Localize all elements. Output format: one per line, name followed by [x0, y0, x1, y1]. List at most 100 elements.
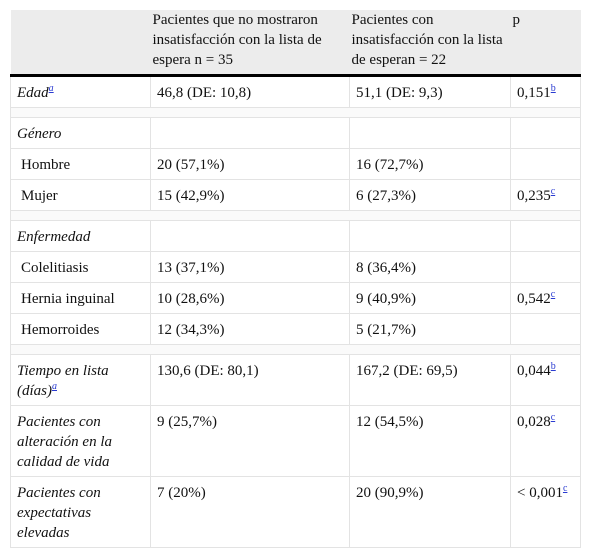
- cell-text: 20 (90,9%): [356, 485, 424, 501]
- cell-text: 16 (72,7%): [356, 157, 424, 173]
- table-cell: Hernia inguinal: [10, 282, 151, 314]
- footnote-mark: b: [551, 83, 556, 94]
- cell-text: 51,1 (DE: 9,3): [356, 85, 443, 101]
- cell-text: Edad: [17, 85, 49, 101]
- table-cell: 0,028c: [510, 405, 581, 477]
- table-cell: [150, 117, 350, 149]
- table-cell: 5 (21,7%): [349, 313, 511, 345]
- table-cell: 0,044b: [510, 354, 581, 406]
- data-row: Mujer 15 (42,9%) 6 (27,3%) 0,235c: [10, 179, 581, 211]
- footnote-mark: c: [563, 483, 567, 494]
- spacer-row: [10, 344, 581, 355]
- cell-text: Mujer: [21, 188, 58, 204]
- table-cell: [510, 117, 581, 149]
- footnote-mark: c: [551, 186, 555, 197]
- cell-text: Tiempo en lista (días): [17, 363, 109, 399]
- footnote-link[interactable]: c: [550, 289, 556, 300]
- table-cell: 9 (40,9%): [349, 282, 511, 314]
- footnote-link[interactable]: b: [550, 361, 556, 372]
- table-cell: 46,8 (DE: 10,8): [150, 75, 350, 108]
- table-cell: 20 (90,9%): [349, 476, 511, 548]
- section-row: Género: [10, 117, 581, 149]
- table-cell: [349, 117, 511, 149]
- footnote-link[interactable]: c: [550, 412, 556, 423]
- cell-text: 15 (42,9%): [157, 188, 225, 204]
- cell-text: 5 (21,7%): [356, 322, 416, 338]
- cell-text: 8 (36,4%): [356, 260, 416, 276]
- footnote-mark: c: [551, 289, 555, 300]
- table-cell: 12 (34,3%): [150, 313, 350, 345]
- header-cell: [10, 10, 151, 77]
- table-cell: [510, 251, 581, 283]
- footnote-mark: c: [551, 412, 555, 423]
- table-cell: 6 (27,3%): [349, 179, 511, 211]
- cell-text: 167,2 (DE: 69,5): [356, 363, 458, 379]
- footnote-link[interactable]: c: [562, 483, 568, 494]
- table-cell: Tiempo en lista (días)a: [10, 354, 151, 406]
- data-row: Edada 46,8 (DE: 10,8) 51,1 (DE: 9,3) 0,151b: [10, 75, 581, 108]
- table-cell: 16 (72,7%): [349, 148, 511, 180]
- data-row: Pacientes con expectativas elevadas 7 (20…: [10, 476, 581, 548]
- cell-text: Hernia inguinal: [21, 291, 115, 307]
- cell-text: 9 (25,7%): [157, 414, 217, 430]
- table-cell: [150, 220, 350, 252]
- header-cell: Pacientes que no mostraron insatisfacció…: [150, 10, 350, 77]
- table-cell: 0,151b: [510, 75, 581, 108]
- data-row: Colelitiasis 13 (37,1%) 8 (36,4%): [10, 251, 581, 283]
- table-cell: 20 (57,1%): [150, 148, 350, 180]
- table-cell: 12 (54,5%): [349, 405, 511, 477]
- table-cell: 15 (42,9%): [150, 179, 350, 211]
- cell-text: 0,028: [517, 414, 551, 430]
- footnote-link[interactable]: c: [550, 186, 556, 197]
- cell-text: Pacientes con expectativas elevadas: [17, 485, 101, 541]
- footnote-mark: a: [49, 83, 54, 94]
- cell-text: Hombre: [21, 157, 71, 173]
- table-cell: 13 (37,1%): [150, 251, 350, 283]
- table-cell: 130,6 (DE: 80,1): [150, 354, 350, 406]
- table-cell: 9 (25,7%): [150, 405, 350, 477]
- table-cell: 51,1 (DE: 9,3): [349, 75, 511, 108]
- table-cell: Pacientes con alteración en la calidad d…: [10, 405, 151, 477]
- data-row: Tiempo en lista (días)a 130,6 (DE: 80,1) 1…: [10, 354, 581, 406]
- cell-text: 0,151: [517, 85, 551, 101]
- cell-text: Colelitiasis: [21, 260, 89, 276]
- spacer-cell: [10, 210, 581, 221]
- table-cell: Edada: [10, 75, 151, 108]
- cell-text: 0,235: [517, 188, 551, 204]
- table-cell: < 0,001c: [510, 476, 581, 548]
- footnote-link[interactable]: b: [550, 83, 556, 94]
- cell-text: 130,6 (DE: 80,1): [157, 363, 259, 379]
- cell-text: Pacientes con alteración en la calidad d…: [17, 414, 112, 470]
- table-cell: [510, 313, 581, 345]
- section-heading: Enfermedad: [10, 220, 151, 252]
- data-table: Pacientes que no mostraron insatisfacció…: [10, 10, 581, 548]
- table-cell: Hombre: [10, 148, 151, 180]
- cell-text: 12 (54,5%): [356, 414, 424, 430]
- spacer-row: [10, 107, 581, 118]
- header-row: Pacientes que no mostraron insatisfacció…: [10, 10, 581, 77]
- spacer-row: [10, 210, 581, 221]
- table-cell: Colelitiasis: [10, 251, 151, 283]
- cell-text: 9 (40,9%): [356, 291, 416, 307]
- footnote-link[interactable]: a: [48, 83, 54, 94]
- footnote-mark: b: [551, 361, 556, 372]
- spacer-cell: [10, 344, 581, 355]
- table-cell: 8 (36,4%): [349, 251, 511, 283]
- cell-text: Hemorroides: [21, 322, 100, 338]
- footnote-link[interactable]: a: [52, 381, 57, 392]
- table-cell: [349, 220, 511, 252]
- table-body: Edada 46,8 (DE: 10,8) 51,1 (DE: 9,3) 0,151b…: [10, 75, 581, 548]
- header-cell: Pacientes con insatisfacción con la list…: [349, 10, 511, 77]
- data-row: Pacientes con alteración en la calidad d…: [10, 405, 581, 477]
- cell-text: 46,8 (DE: 10,8): [157, 85, 252, 101]
- table-cell: 10 (28,6%): [150, 282, 350, 314]
- data-row: Hombre 20 (57,1%) 16 (72,7%): [10, 148, 581, 180]
- cell-text: 0,542: [517, 291, 551, 307]
- data-row: Hernia inguinal 10 (28,6%) 9 (40,9%) 0,542c: [10, 282, 581, 314]
- table-cell: [510, 148, 581, 180]
- table-cell: [510, 220, 581, 252]
- footnote-mark: a: [52, 381, 57, 392]
- cell-text: 0,044: [517, 363, 551, 379]
- section-row: Enfermedad: [10, 220, 581, 252]
